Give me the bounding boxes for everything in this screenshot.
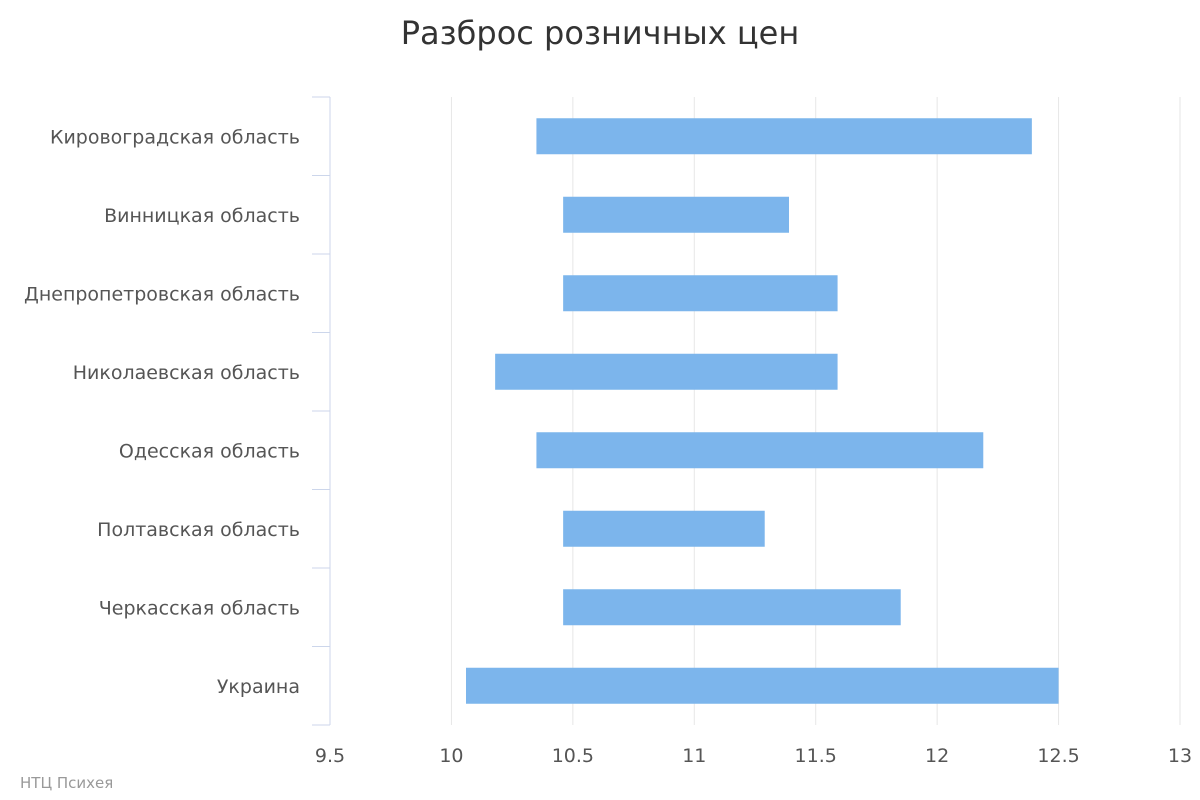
category-label: Днепропетровская область xyxy=(24,283,300,305)
x-tick-label: 9.5 xyxy=(315,745,345,767)
range-bar xyxy=(536,118,1032,155)
category-label: Николаевская область xyxy=(73,362,300,384)
range-bar xyxy=(495,353,838,390)
x-tick-label: 10 xyxy=(439,745,463,767)
range-bar xyxy=(563,510,765,547)
x-tick-label: 12.5 xyxy=(1037,745,1079,767)
x-tick-label: 12 xyxy=(925,745,949,767)
category-label: Черкасская область xyxy=(99,597,300,619)
category-label: Полтавская область xyxy=(97,519,300,541)
range-bar xyxy=(536,432,984,469)
chart-title: Разброс розничных цен xyxy=(400,14,800,52)
range-bar xyxy=(563,196,789,233)
range-bar xyxy=(466,667,1059,704)
category-label: Винницкая область xyxy=(104,205,300,227)
category-label: Украина xyxy=(217,676,300,698)
x-tick-label: 13 xyxy=(1168,745,1192,767)
category-label: Кировоградская область xyxy=(50,126,300,148)
category-label: Одесская область xyxy=(119,440,300,462)
range-bar xyxy=(563,275,838,312)
credit-link[interactable]: НТЦ Психея xyxy=(20,774,114,792)
x-tick-label: 11 xyxy=(682,745,706,767)
range-bar xyxy=(563,589,901,626)
x-tick-label: 10.5 xyxy=(552,745,594,767)
x-tick-label: 11.5 xyxy=(795,745,837,767)
